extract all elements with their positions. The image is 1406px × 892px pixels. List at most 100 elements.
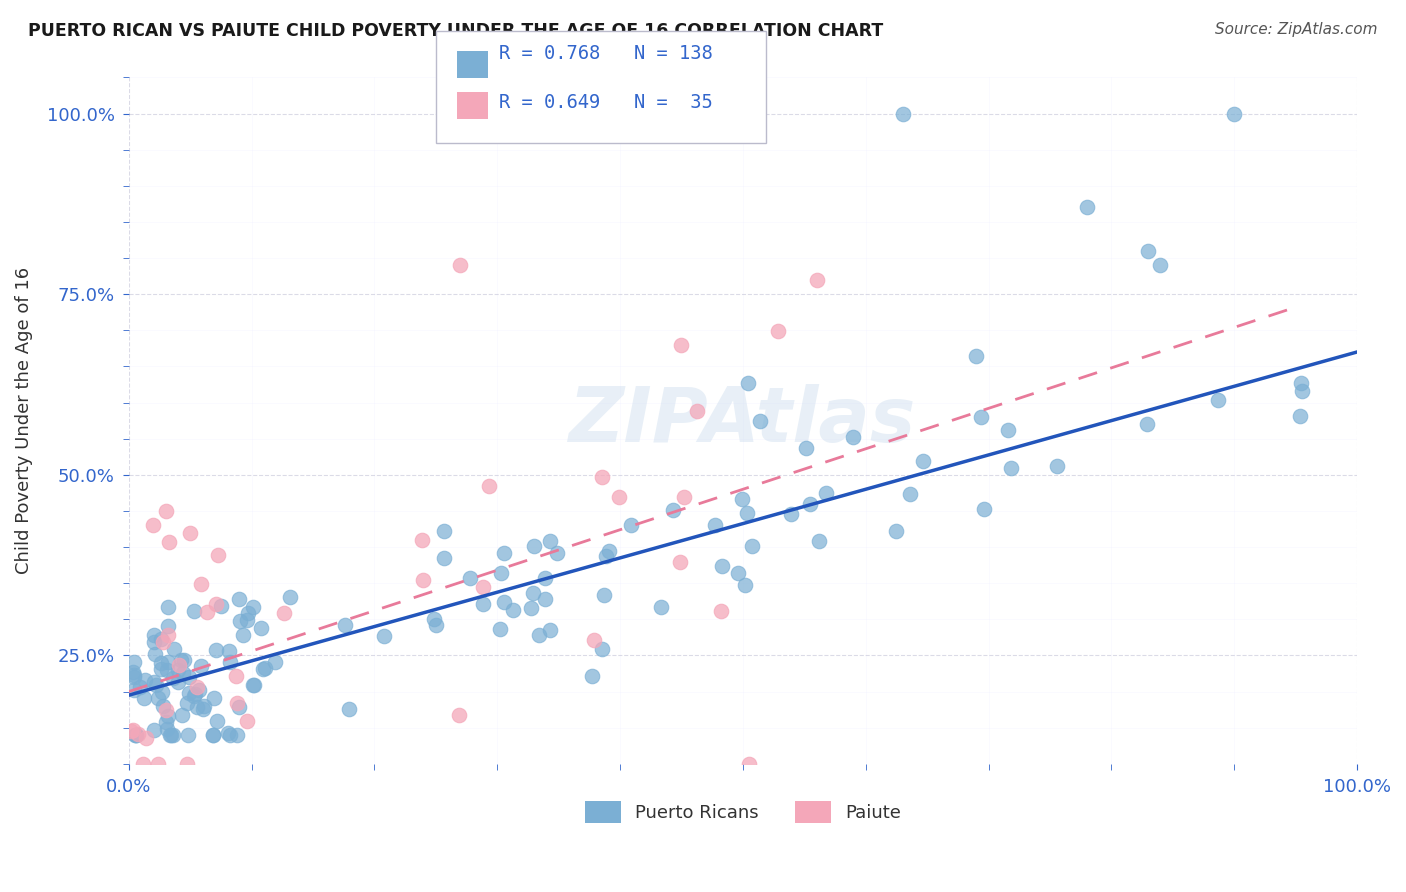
Point: [124, 728, 146, 742]
Point: [186, 700, 208, 714]
Point: [121, 665, 143, 679]
Point: [121, 723, 143, 738]
Point: [595, 549, 617, 564]
Point: [142, 518, 165, 533]
Point: [1136, 417, 1159, 432]
Point: [738, 756, 761, 771]
Point: [205, 714, 228, 728]
Point: [156, 599, 179, 614]
Point: [668, 555, 690, 569]
Point: [202, 690, 225, 705]
Point: [186, 680, 208, 694]
Point: [710, 604, 733, 618]
Point: [184, 687, 207, 701]
Point: [672, 490, 695, 504]
Point: [226, 728, 249, 742]
Point: [686, 403, 709, 417]
Point: [458, 571, 481, 585]
Point: [159, 728, 181, 742]
Point: [489, 566, 512, 581]
Point: [142, 628, 165, 642]
Y-axis label: Child Poverty Under the Age of 16: Child Poverty Under the Age of 16: [15, 267, 32, 574]
Point: [228, 591, 250, 606]
Point: [173, 653, 195, 667]
Point: [891, 106, 914, 120]
Point: [278, 590, 301, 604]
Point: [1000, 460, 1022, 475]
Point: [546, 546, 568, 560]
Point: [741, 540, 763, 554]
Point: [201, 728, 224, 742]
Point: [132, 756, 155, 771]
Point: [242, 600, 264, 615]
Point: [129, 680, 152, 694]
Point: [522, 586, 544, 600]
Point: [538, 534, 561, 549]
Point: [997, 423, 1019, 437]
Point: [134, 673, 156, 687]
Point: [219, 655, 242, 669]
Point: [1076, 201, 1098, 215]
Point: [148, 691, 170, 706]
Point: [155, 504, 177, 518]
Point: [650, 600, 672, 615]
Point: [149, 656, 172, 670]
Point: [780, 508, 803, 522]
Point: [157, 534, 180, 549]
Point: [179, 670, 201, 684]
Point: [581, 669, 603, 683]
Point: [538, 624, 561, 638]
Point: [264, 655, 287, 669]
Point: [127, 727, 149, 741]
Point: [1289, 409, 1312, 423]
Point: [167, 663, 190, 677]
Text: ZIPAtlas: ZIPAtlas: [569, 384, 917, 458]
Point: [422, 612, 444, 626]
Point: [124, 728, 146, 742]
Point: [205, 643, 228, 657]
Point: [218, 644, 240, 658]
Point: [533, 571, 555, 585]
Point: [582, 633, 605, 648]
Point: [492, 546, 515, 560]
Point: [156, 618, 179, 632]
Point: [735, 506, 758, 520]
Point: [749, 414, 772, 428]
Point: [143, 674, 166, 689]
Point: [150, 685, 173, 699]
Point: [502, 603, 524, 617]
Point: [142, 723, 165, 738]
Point: [886, 524, 908, 539]
Point: [236, 613, 259, 627]
Point: [166, 674, 188, 689]
Point: [170, 708, 193, 723]
Point: [799, 497, 821, 511]
Point: [425, 618, 447, 632]
Point: [1137, 244, 1160, 258]
Point: [207, 548, 229, 562]
Text: PUERTO RICAN VS PAIUTE CHILD POVERTY UNDER THE AGE OF 16 CORRELATION CHART: PUERTO RICAN VS PAIUTE CHILD POVERTY UND…: [28, 22, 883, 40]
Point: [150, 632, 173, 646]
Point: [620, 517, 643, 532]
Point: [591, 469, 613, 483]
Point: [662, 503, 685, 517]
Point: [236, 714, 259, 728]
Point: [188, 682, 211, 697]
Point: [219, 728, 242, 742]
Point: [183, 604, 205, 618]
Text: R = 0.768   N = 138: R = 0.768 N = 138: [499, 44, 713, 63]
Point: [190, 577, 212, 591]
Point: [796, 441, 818, 455]
Point: [163, 642, 186, 657]
Point: [591, 641, 613, 656]
Point: [179, 686, 201, 700]
Point: [152, 698, 174, 713]
Point: [125, 728, 148, 742]
Point: [149, 662, 172, 676]
Point: [162, 728, 184, 742]
Point: [193, 702, 215, 716]
Point: [143, 647, 166, 661]
Point: [195, 606, 218, 620]
Point: [250, 621, 273, 635]
Point: [433, 524, 456, 538]
